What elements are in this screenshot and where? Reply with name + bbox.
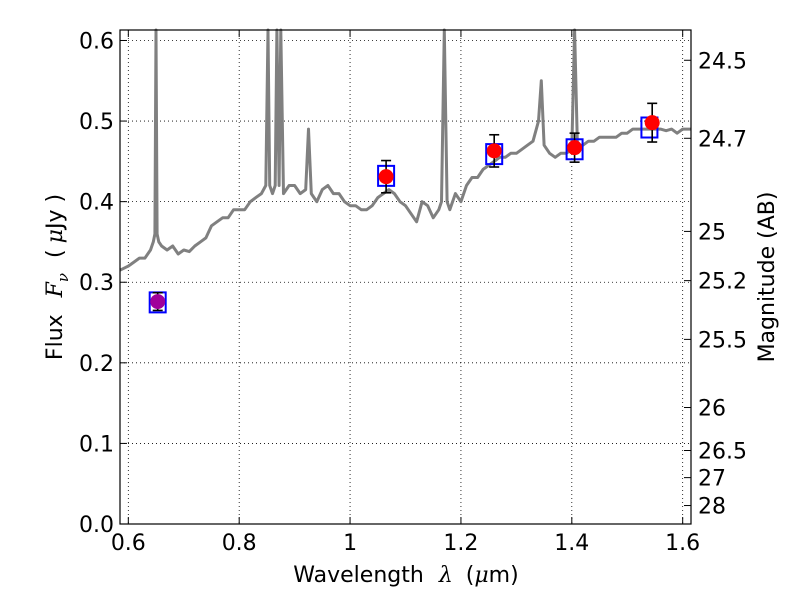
observed-point xyxy=(486,143,502,159)
x-axis-label-unit-close: m) xyxy=(489,563,519,588)
y-tick-label: 0.6 xyxy=(79,29,114,54)
x-axis-label-symbol: λ xyxy=(438,563,453,588)
y2-axis-label: Magnitude (AB) xyxy=(755,192,780,363)
y2-tick-label: 24.7 xyxy=(698,127,747,152)
x-tick-label: 1.4 xyxy=(554,531,589,556)
x-tick-label: 0.6 xyxy=(111,531,146,556)
x-tick-label: 1.2 xyxy=(443,531,478,556)
plot-layer xyxy=(119,28,691,314)
x-tick-label: 0.8 xyxy=(222,531,257,556)
x-axis-label-unit-open: ( xyxy=(466,563,475,588)
y-tick-label: 0.4 xyxy=(79,191,114,216)
y-tick-label: 0.1 xyxy=(79,432,114,457)
y-axis-label-unit-open: ( xyxy=(43,249,68,258)
y2-tick-label: 28 xyxy=(698,495,726,520)
y2-tick-label: 25 xyxy=(698,220,726,245)
x-axis-label: Wavelength λ (μm) xyxy=(293,563,518,588)
y2-tick-label: 26 xyxy=(698,397,726,422)
observed-points xyxy=(150,102,660,312)
y-axis-label-text: Flux xyxy=(43,314,68,360)
spectrum-line xyxy=(119,28,691,272)
tick-layer xyxy=(120,30,691,525)
plot-frame xyxy=(119,29,692,525)
y-axis-label-symbol: F xyxy=(43,281,68,298)
observed-point xyxy=(378,169,394,185)
y-axis-label-subscript: ν xyxy=(54,273,72,282)
x-axis-label-text: Wavelength xyxy=(293,563,424,588)
observed-point xyxy=(644,115,660,131)
x-tick-label: 1 xyxy=(343,531,357,556)
x-tick-label: 1.6 xyxy=(665,531,700,556)
observed-point xyxy=(567,140,583,156)
y2-tick-label: 25.2 xyxy=(698,270,747,295)
grid-layer xyxy=(120,30,691,524)
y2-tick-label: 25.5 xyxy=(698,328,747,353)
observed-point xyxy=(150,294,166,310)
y-axis-label-unit-mu: μ xyxy=(43,229,68,243)
y-tick-label: 0.0 xyxy=(79,513,114,538)
x-axis-label-unit-mu: μ xyxy=(474,563,488,588)
y-axis-label: Flux Fν ( μJy ) xyxy=(43,194,74,360)
y2-tick-label: 26.5 xyxy=(698,440,747,465)
y2-tick-label: 27 xyxy=(698,467,726,492)
y-tick-label: 0.2 xyxy=(79,352,114,377)
y-tick-label: 0.5 xyxy=(79,110,114,135)
label-layer: 0.6 0.8 1 1.2 1.4 1.6 0.0 0.1 0.2 0.3 0.4 0.5 0.6 24.… xyxy=(79,29,747,556)
y-tick-label: 0.3 xyxy=(79,271,114,296)
y2-tick-label: 24.5 xyxy=(698,49,747,74)
y-axis-label-unit-close: Jy ) xyxy=(43,194,68,231)
